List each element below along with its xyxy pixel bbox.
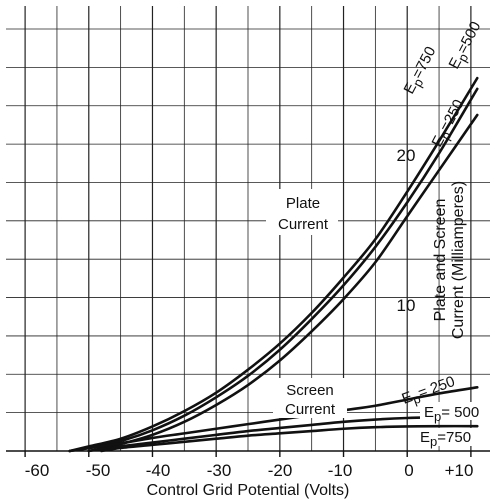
series-label: Ep=250 (429, 97, 471, 151)
series-label-value: = 500 (441, 404, 479, 421)
curves (68, 76, 479, 453)
series-label-main: E (424, 404, 434, 421)
series-label-text: Ep=750 (420, 429, 471, 449)
series-line-plate (68, 87, 479, 453)
x-tick-label: 0 (404, 461, 413, 480)
y-axis-label: Plate and Screen Current (Milliamperes) (432, 181, 467, 339)
series-label-value: =500 (454, 19, 485, 57)
x-tick-label: -40 (146, 461, 171, 480)
series-label: Ep=500 (446, 19, 488, 73)
series-line-plate (87, 113, 479, 453)
series-label-bg (420, 402, 494, 420)
screen-current-label: Current (285, 401, 336, 418)
series-label-text: Ep=250 (429, 97, 471, 151)
y-tick-label: 10 (397, 296, 416, 315)
screen-current-label: Screen (286, 382, 334, 399)
x-axis-label: Control Grid Potential (Volts) (147, 482, 350, 499)
screen-current-label-bg (273, 378, 347, 418)
series-label-bg (418, 428, 494, 446)
x-tick-label: -60 (25, 461, 50, 480)
series-label-value: =750 (437, 429, 471, 446)
series-label-value: = 250 (416, 373, 457, 402)
grid (6, 6, 490, 457)
series-label-text: Ep= 500 (424, 404, 479, 424)
series-label-main: E (420, 429, 430, 446)
x-tick-label: -10 (328, 461, 353, 480)
series-line-screen (100, 424, 479, 453)
series-label-sub: p (430, 434, 437, 449)
series-line-screen (87, 415, 479, 453)
series-label-sub: p (411, 391, 423, 408)
x-tick-label: -30 (207, 461, 232, 480)
plate-current-label: Plate (286, 195, 320, 212)
y-axis-label-line: Current (Milliamperes) (450, 181, 467, 339)
x-tick-label: -20 (268, 461, 293, 480)
x-tick-label: -50 (86, 461, 111, 480)
plate-current-label-bg (266, 189, 338, 235)
y-axis-label-line: Plate and Screen (432, 199, 449, 322)
series-label-value: =750 (409, 44, 440, 82)
series-label-sub: p (434, 409, 441, 424)
plate-current-label: Current (278, 216, 329, 233)
series-line-plate (68, 76, 479, 453)
series-label-text: Ep=500 (446, 19, 488, 73)
series-line-screen (68, 386, 479, 453)
x-tick-label: +10 (445, 461, 474, 480)
y-tick-label: 20 (397, 146, 416, 165)
